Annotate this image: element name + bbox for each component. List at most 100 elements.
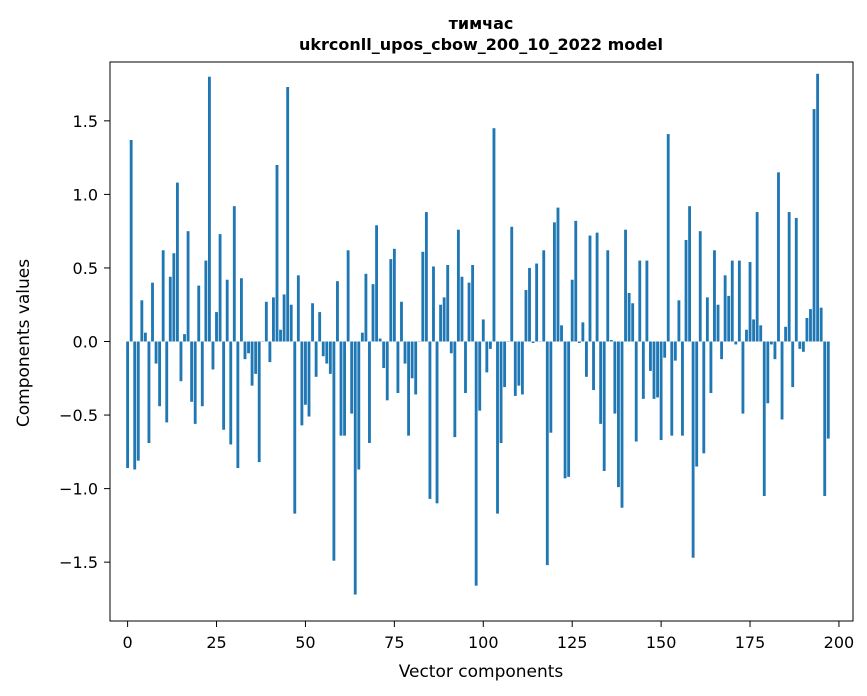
bar-132 bbox=[595, 232, 599, 342]
bar-99 bbox=[478, 341, 482, 411]
bar-32 bbox=[240, 278, 243, 342]
bar-127 bbox=[577, 341, 581, 343]
bar-156 bbox=[681, 341, 684, 436]
bar-109 bbox=[513, 341, 517, 396]
bar-4 bbox=[140, 300, 144, 342]
bar-196 bbox=[823, 341, 827, 496]
bar-66 bbox=[360, 332, 364, 342]
bar-188 bbox=[794, 217, 798, 342]
bar-18 bbox=[190, 341, 194, 402]
bar-187 bbox=[791, 341, 795, 388]
bar-25 bbox=[215, 312, 218, 342]
bar-67 bbox=[364, 273, 368, 342]
bar-50 bbox=[304, 341, 307, 405]
bar-84 bbox=[424, 212, 428, 342]
bar-7 bbox=[151, 282, 154, 342]
bar-46 bbox=[289, 304, 293, 342]
bar-138 bbox=[617, 341, 620, 488]
bar-175 bbox=[748, 262, 752, 342]
bar-9 bbox=[158, 341, 162, 407]
bar-181 bbox=[769, 341, 773, 345]
bar-59 bbox=[336, 281, 339, 342]
bar-115 bbox=[535, 263, 539, 342]
bar-136 bbox=[609, 340, 613, 342]
bar-12 bbox=[168, 276, 172, 342]
bar-83 bbox=[421, 251, 425, 342]
bar-55 bbox=[321, 341, 325, 357]
bar-164 bbox=[709, 341, 713, 393]
bar-174 bbox=[745, 329, 748, 342]
bar-176 bbox=[752, 319, 756, 342]
bar-189 bbox=[798, 341, 802, 349]
bar-118 bbox=[545, 341, 549, 566]
chart-title-line2: ukrconll_upos_cbow_200_10_2022 model bbox=[299, 35, 663, 54]
bar-31 bbox=[236, 341, 240, 469]
bar-79 bbox=[407, 341, 411, 436]
bar-28 bbox=[225, 279, 229, 342]
bar-86 bbox=[432, 266, 435, 342]
bar-166 bbox=[716, 304, 720, 342]
x-tick-label: 125 bbox=[557, 633, 588, 652]
bar-102 bbox=[488, 341, 492, 349]
bar-104 bbox=[496, 341, 499, 514]
bar-series bbox=[126, 73, 830, 595]
bar-168 bbox=[723, 275, 727, 342]
bar-134 bbox=[602, 341, 606, 471]
bar-125 bbox=[570, 279, 574, 342]
bar-64 bbox=[353, 341, 357, 595]
y-tick-label: 0.0 bbox=[73, 333, 98, 352]
bar-1 bbox=[129, 139, 133, 342]
bar-195 bbox=[819, 307, 823, 342]
chart-title-line1: тимчас bbox=[449, 14, 514, 33]
bar-184 bbox=[780, 341, 784, 420]
bar-146 bbox=[645, 260, 649, 342]
bar-92 bbox=[453, 341, 457, 438]
bar-35 bbox=[250, 341, 254, 386]
bar-147 bbox=[649, 341, 652, 371]
bar-44 bbox=[282, 294, 286, 342]
bar-135 bbox=[606, 250, 610, 342]
bar-119 bbox=[549, 341, 553, 433]
bar-40 bbox=[268, 341, 272, 363]
bar-177 bbox=[755, 212, 759, 342]
bar-123 bbox=[563, 341, 567, 479]
bar-163 bbox=[705, 297, 709, 342]
y-tick-label: −1.5 bbox=[59, 553, 98, 572]
x-tick-label: 50 bbox=[295, 633, 315, 652]
bar-11 bbox=[165, 341, 169, 423]
bar-144 bbox=[638, 260, 642, 342]
bar-129 bbox=[585, 341, 588, 377]
bar-100 bbox=[481, 319, 485, 342]
bar-171 bbox=[734, 341, 738, 345]
bar-89 bbox=[442, 297, 446, 342]
bar-23 bbox=[207, 76, 211, 342]
bar-111 bbox=[520, 341, 524, 395]
bar-113 bbox=[528, 267, 531, 342]
bar-153 bbox=[670, 341, 674, 436]
x-tick-label: 100 bbox=[468, 633, 499, 652]
bar-121 bbox=[556, 207, 560, 342]
bar-190 bbox=[801, 341, 805, 352]
bar-6 bbox=[147, 341, 151, 443]
bar-45 bbox=[286, 87, 290, 342]
bar-42 bbox=[275, 164, 279, 342]
bar-16 bbox=[183, 334, 186, 342]
bar-160 bbox=[695, 341, 699, 467]
bar-90 bbox=[446, 265, 450, 342]
bar-24 bbox=[211, 341, 215, 370]
bar-162 bbox=[702, 341, 706, 454]
bar-94 bbox=[460, 276, 464, 342]
bar-77 bbox=[400, 301, 403, 342]
bar-182 bbox=[773, 341, 777, 360]
bar-154 bbox=[673, 341, 677, 361]
bar-192 bbox=[809, 309, 812, 342]
bar-5 bbox=[143, 332, 147, 342]
bar-169 bbox=[727, 295, 731, 342]
bar-152 bbox=[666, 134, 670, 342]
bar-151 bbox=[663, 341, 667, 358]
bar-91 bbox=[449, 341, 453, 354]
bar-70 bbox=[375, 225, 378, 342]
bar-158 bbox=[688, 206, 691, 342]
bar-2 bbox=[133, 341, 137, 470]
